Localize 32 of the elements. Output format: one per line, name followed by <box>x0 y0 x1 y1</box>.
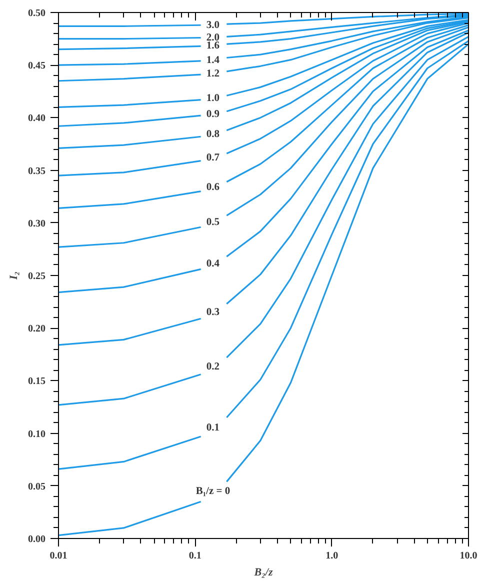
series-label: 0.7 <box>206 152 220 164</box>
series-label: 0.9 <box>206 108 220 120</box>
series-label: 0.8 <box>206 128 220 140</box>
series-label: B₁/z = 0 <box>196 486 230 498</box>
series-label: 0.2 <box>206 361 220 372</box>
y-tick-label: 0.45 <box>28 60 46 72</box>
y-axis-title: I₂ <box>8 271 20 281</box>
y-tick-label: 0.25 <box>28 271 46 282</box>
y-tick-label: 0.10 <box>28 428 46 440</box>
y-tick-label: 0.50 <box>28 8 46 19</box>
series-label: 0.1 <box>206 422 220 434</box>
y-tick-label: 0.30 <box>28 218 46 230</box>
x-axis-title: B₂/z <box>253 566 274 578</box>
y-tick-label: 0.40 <box>28 113 46 124</box>
series-label: 1.2 <box>206 68 220 80</box>
x-tick-label: 0.01 <box>50 550 68 562</box>
x-tick-label: 10.0 <box>460 550 478 562</box>
series-label: 1.4 <box>206 54 220 66</box>
series-label: 1.0 <box>206 93 220 104</box>
x-tick-label: 1.0 <box>326 550 338 562</box>
series-label: 3.0 <box>206 20 220 32</box>
series-label: 0.4 <box>206 258 220 270</box>
x-tick-label: 0.1 <box>188 550 202 562</box>
series-label: 0.6 <box>206 182 220 194</box>
y-tick-label: 0.00 <box>28 534 46 545</box>
series-label: 0.5 <box>206 216 220 228</box>
y-tick-label: 0.35 <box>28 166 46 177</box>
y-tick-label: 0.15 <box>28 376 46 388</box>
series-label: 0.3 <box>206 306 220 318</box>
series-label: 1.6 <box>206 40 220 52</box>
y-tick-label: 0.20 <box>28 324 46 335</box>
y-tick-label: 0.05 <box>28 481 46 492</box>
